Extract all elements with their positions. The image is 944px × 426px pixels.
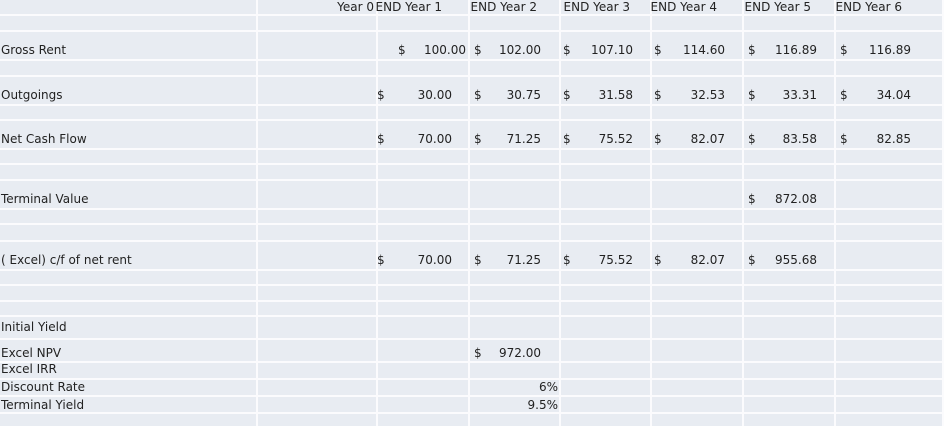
gross-rent-year-3[interactable]: 107.10 [591,43,633,57]
gridline [0,179,944,181]
gridline [742,0,744,426]
gridline [559,0,561,426]
row-label-outgoings[interactable]: Outgoings [1,88,63,102]
gridline [0,119,944,121]
gross-rent-year-1[interactable]: 100.00 [424,43,466,57]
net-cash-flow-year-3[interactable]: 75.52 [598,132,633,146]
excel-cf-year-3[interactable]: 75.52 [598,253,633,267]
gridline [0,315,944,317]
discount-rate-value[interactable]: 6% [538,380,558,394]
row-label-net-cash-flow[interactable]: Net Cash Flow [1,132,87,146]
excel-cf-year-4[interactable]: 82.07 [690,253,725,267]
currency-symbol: $ [474,253,482,267]
gross-rent-year-4[interactable]: 114.60 [683,43,725,57]
gridline [376,0,378,426]
terminal-yield-value[interactable]: 9.5% [527,398,559,412]
gross-rent-year-2[interactable]: 102.00 [499,43,541,57]
gridline [0,338,944,340]
row-label-terminal-value[interactable]: Terminal Value [1,192,89,206]
outgoings-year-4[interactable]: 32.53 [690,88,725,102]
currency-symbol: $ [654,132,662,146]
row-label-excel-cf[interactable]: ( Excel) c/f of net rent [1,253,132,267]
currency-symbol: $ [748,192,756,206]
currency-symbol: $ [474,43,482,57]
currency-symbol: $ [654,43,662,57]
currency-symbol: $ [377,253,385,267]
header-end-year-5[interactable]: END Year 5 [744,0,811,14]
gridline [0,240,944,242]
currency-symbol: $ [377,88,385,102]
gross-rent-year-6[interactable]: 116.89 [869,43,911,57]
gridline [0,30,944,32]
header-end-year-2[interactable]: END Year 2 [470,0,537,14]
terminal-value-year-5[interactable]: 872.08 [775,192,817,206]
header-end-year-3[interactable]: END Year 3 [563,0,630,14]
currency-symbol: $ [474,88,482,102]
currency-symbol: $ [748,43,756,57]
gridline [0,300,944,302]
gridline [0,59,944,61]
currency-symbol: $ [840,132,848,146]
net-cash-flow-year-4[interactable]: 82.07 [690,132,725,146]
gridline [256,0,258,426]
gridline [0,361,944,363]
gridline [0,163,944,165]
currency-symbol: $ [563,132,571,146]
excel-cf-year-1[interactable]: 70.00 [417,253,452,267]
gridline [0,378,944,380]
currency-symbol: $ [748,253,756,267]
header-end-year-4[interactable]: END Year 4 [650,0,717,14]
gridline [0,284,944,286]
label-excel-irr[interactable]: Excel IRR [1,362,57,376]
gridline [834,0,836,426]
gridline [0,208,944,210]
outgoings-year-3[interactable]: 31.58 [598,88,633,102]
net-cash-flow-year-2[interactable]: 71.25 [506,132,541,146]
gridline [468,0,470,426]
label-initial-yield[interactable]: Initial Yield [1,320,67,334]
gridline [0,223,944,225]
currency-symbol: $ [654,253,662,267]
currency-symbol: $ [563,253,571,267]
gridline [0,412,944,414]
gridline [0,395,944,397]
net-cash-flow-year-6[interactable]: 82.85 [876,132,911,146]
label-discount-rate[interactable]: Discount Rate [1,380,86,394]
gridline [0,148,944,150]
excel-cf-year-5[interactable]: 955.68 [775,253,817,267]
excel-cf-year-2[interactable]: 71.25 [506,253,541,267]
currency-symbol: $ [398,43,406,57]
currency-symbol: $ [563,88,571,102]
net-cash-flow-year-1[interactable]: 70.00 [417,132,452,146]
currency-symbol: $ [748,88,756,102]
header-year-0[interactable]: Year 0 [337,0,374,14]
net-cash-flow-year-5[interactable]: 83.58 [782,132,817,146]
gross-rent-year-5[interactable]: 116.89 [775,43,817,57]
header-end-year-1[interactable]: END Year 1 [375,0,442,14]
gridline [0,14,944,16]
currency-symbol: $ [748,132,756,146]
header-end-year-6[interactable]: END Year 6 [835,0,902,14]
label-terminal-yield[interactable]: Terminal Yield [1,398,85,412]
currency-symbol: $ [474,132,482,146]
gridline [942,0,944,426]
outgoings-year-2[interactable]: 30.75 [506,88,541,102]
outgoings-year-6[interactable]: 34.04 [876,88,911,102]
excel-npv-value[interactable]: 972.00 [499,346,541,360]
label-excel-npv[interactable]: Excel NPV [1,346,62,360]
currency-symbol: $ [840,88,848,102]
gridline [0,75,944,77]
gridline [0,104,944,106]
outgoings-year-5[interactable]: 33.31 [782,88,817,102]
currency-symbol: $ [654,88,662,102]
outgoings-year-1[interactable]: 30.00 [417,88,452,102]
currency-symbol: $ [563,43,571,57]
currency-symbol: $ [377,132,385,146]
currency-symbol: $ [840,43,848,57]
gridline [0,269,944,271]
currency-symbol: $ [474,346,482,360]
row-label-gross-rent[interactable]: Gross Rent [1,43,67,57]
gridline [650,0,652,426]
